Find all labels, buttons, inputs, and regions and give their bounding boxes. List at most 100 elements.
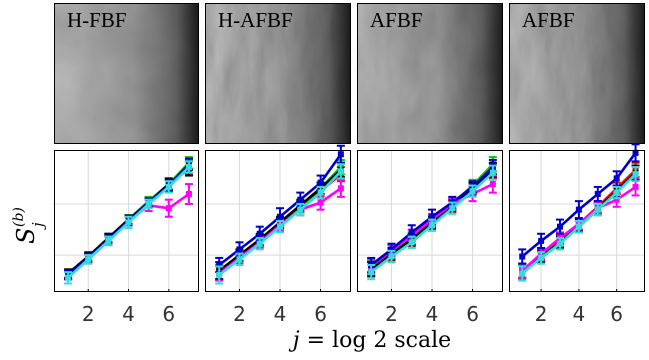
plot-frame (509, 150, 645, 292)
data-point (594, 191, 601, 198)
plot-frame (54, 150, 199, 292)
x-tick-label: 4 (122, 302, 135, 326)
x-tick-label: 2 (82, 302, 95, 326)
data-point (145, 200, 152, 207)
data-point (538, 237, 545, 244)
plot-panel-3: 2 4 6 (357, 150, 503, 326)
x-tick-label: 6 (162, 302, 175, 326)
x-axis-label: j = log 2 scale (288, 328, 451, 353)
texture-frame (357, 3, 503, 144)
x-tick-label: 6 (466, 302, 479, 326)
x-label-variable: j (288, 328, 300, 353)
data-point (317, 179, 324, 186)
data-point (317, 189, 324, 196)
data-point (297, 196, 304, 203)
x-tick-label: 4 (426, 302, 439, 326)
data-point (85, 256, 92, 263)
data-point (185, 191, 192, 198)
data-point (632, 171, 639, 178)
texture-noise (54, 3, 199, 144)
data-point (165, 183, 172, 190)
data-point (613, 189, 620, 196)
data-point (613, 196, 620, 203)
series-5 (518, 143, 640, 265)
x-label-rest: = log 2 scale (300, 328, 452, 353)
data-point (489, 181, 496, 188)
panel-title: H-AFBF (218, 8, 293, 32)
y-label-sup: (b) (11, 207, 27, 227)
data-point (632, 149, 639, 156)
texture-panel-1: H-FBF (54, 3, 199, 144)
series-6 (367, 164, 497, 281)
data-point (337, 168, 344, 175)
x-tick-label: 6 (610, 302, 623, 326)
data-point (236, 256, 243, 263)
series-6 (518, 166, 640, 282)
data-point (185, 164, 192, 171)
texture-panel-2: H-AFBF (205, 3, 351, 144)
panel-title: AFBF (370, 8, 423, 32)
y-label-sub: j (29, 222, 47, 230)
data-point (236, 246, 243, 253)
texture-image-row: H-FBF H-AFBF AFBF AFBF (54, 3, 645, 144)
plot-panel-2: 2 4 6 (205, 144, 351, 326)
data-point (368, 269, 375, 276)
data-point (277, 223, 284, 230)
plot-frame (205, 150, 351, 292)
data-point (337, 151, 344, 158)
data-point (388, 253, 395, 260)
series-6 (215, 163, 345, 285)
data-point (256, 230, 263, 237)
data-point (519, 270, 526, 277)
data-point (388, 246, 395, 253)
texture-frame (509, 3, 645, 144)
data-point (408, 239, 415, 246)
data-point (632, 183, 639, 190)
data-point (65, 274, 72, 281)
data-point (557, 240, 563, 247)
data-point (337, 185, 344, 192)
panel-title: H-FBF (67, 8, 127, 32)
data-point (429, 222, 436, 229)
data-point (575, 223, 582, 230)
x-tick-label: 4 (274, 302, 287, 326)
data-point (469, 188, 476, 195)
data-point (125, 219, 132, 226)
data-point (317, 199, 324, 206)
texture-noise (357, 3, 503, 144)
plot-frame (357, 150, 503, 292)
texture-noise (509, 3, 645, 144)
data-point (297, 206, 304, 213)
panel-title: AFBF (522, 8, 575, 32)
data-point (277, 213, 284, 220)
x-tick-label: 2 (385, 302, 398, 326)
data-point (613, 175, 620, 182)
x-tick-label: 6 (314, 302, 327, 326)
data-point (519, 253, 526, 260)
y-axis-label: S j (b) (11, 207, 47, 244)
texture-frame (205, 3, 351, 144)
data-point (594, 206, 601, 213)
data-point (216, 271, 223, 278)
data-point (408, 229, 415, 236)
data-point (449, 205, 456, 212)
data-point (575, 206, 582, 213)
data-point (256, 240, 263, 247)
texture-panel-4: AFBF (509, 3, 645, 144)
texture-panel-3: AFBF (357, 3, 503, 144)
x-tick-label: 4 (573, 302, 586, 326)
texture-frame (54, 3, 199, 144)
data-point (165, 205, 172, 212)
plot-panel-1: 2 4 6 (54, 150, 199, 326)
data-point (216, 262, 223, 269)
x-tick-label: 2 (535, 302, 548, 326)
data-point (489, 169, 496, 176)
series-6 (64, 160, 193, 285)
data-point (557, 223, 563, 230)
data-point (538, 254, 545, 261)
x-tick-label: 2 (233, 302, 246, 326)
data-point (429, 213, 436, 220)
